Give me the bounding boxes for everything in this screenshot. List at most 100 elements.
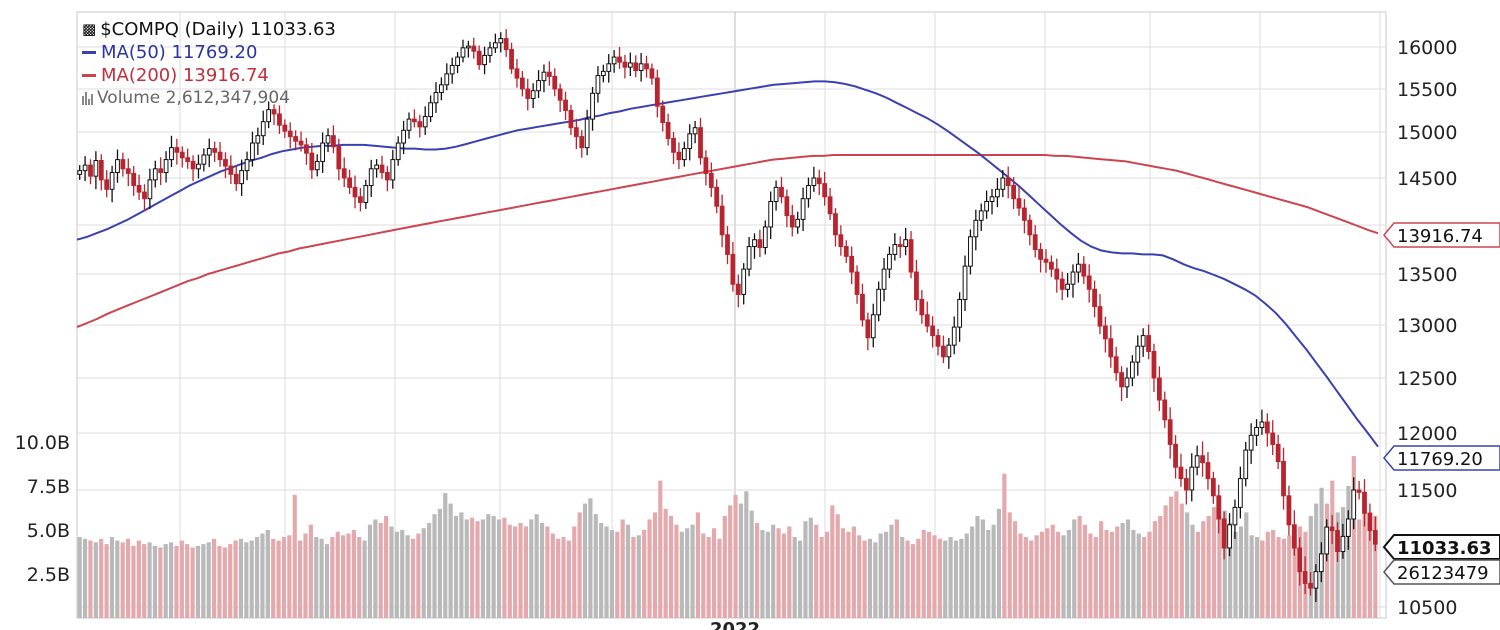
candle-body [1221,518,1227,549]
candle-body [503,38,509,51]
candle [325,128,331,153]
candlestick-icon: ▩ [82,20,97,38]
candle-body [1097,306,1103,327]
candle [233,166,239,191]
volume-bar [577,512,582,618]
candle [1000,169,1006,198]
candle-body [941,345,946,358]
candle [779,177,784,204]
candle [595,66,601,103]
candle [719,194,725,248]
volume-bar [787,526,792,618]
candle-body [390,159,396,181]
volume-bar [470,517,475,618]
candle-body [962,265,968,301]
candle [455,52,460,74]
candle-body [320,142,326,162]
candle [1102,316,1108,353]
volume-bar [1190,524,1195,618]
volume-bar [335,531,340,618]
candle-body [752,239,757,248]
volume-bar [1254,537,1260,618]
candle-body [1032,234,1038,251]
volume-bar [711,528,717,618]
volume-bar [728,505,733,618]
candle [622,54,628,79]
candle [1065,272,1070,298]
volume-bar [405,535,410,618]
ma200-swatch [82,74,96,77]
candle [1356,480,1362,500]
volume-bar [195,545,201,618]
candle-body [136,185,142,193]
volume-bar [1373,515,1378,618]
volume-bar [1168,496,1174,618]
candle [1011,176,1017,209]
candle-body [1227,524,1232,549]
candle [1086,264,1092,303]
volume-bar [991,524,996,618]
candle [552,68,558,97]
candle [169,135,174,168]
candle-body [536,80,541,92]
candle-body [779,186,784,198]
volume-bar [1249,535,1254,618]
volume-bar [459,512,464,618]
volume-bar [851,526,856,618]
volume-bar [507,524,512,618]
volume-bar [910,544,916,618]
candle-body [627,62,633,68]
candle-body [1000,177,1006,190]
volume-bar [238,538,244,618]
candle [1362,479,1367,527]
candle [358,187,363,212]
volume-bar [771,524,776,618]
candle-body [104,179,110,190]
volume-bar [894,519,899,618]
candle-body [1043,258,1049,263]
volume-bar [1217,496,1222,618]
volume-bar [674,524,679,618]
volume-bar [1125,519,1131,618]
volume-bar [1276,537,1281,618]
volume-bar [1351,456,1356,618]
candle-body [590,92,595,120]
volume-bar [690,524,695,618]
candle [1140,328,1146,357]
candle-body [185,157,191,162]
candle-body [681,148,687,161]
ma200-value-tag-text: 13916.74 [1397,226,1483,247]
volume-bar [125,538,131,618]
candle-body [169,147,174,161]
volume-bar [168,542,174,618]
volume-bar [362,540,367,618]
candle-body [903,239,909,248]
candle-body [417,121,423,128]
candle-body [88,164,93,177]
legend-ticker-label: $COMPQ (Daily) 11033.63 [100,19,336,40]
candle [617,47,622,69]
ma50-value-tag-box [1383,445,1500,471]
candle [968,229,973,275]
candle-body [412,118,417,123]
candle-body [811,177,817,187]
candle [341,157,347,188]
candle-body [622,61,628,68]
candle-body [1248,434,1254,451]
volume-bar [572,526,577,618]
candle [806,177,811,208]
candle-body [223,159,228,167]
candle-body [741,268,747,295]
volume-bar [647,519,652,618]
candle [703,150,709,186]
candle [957,292,963,342]
candle [115,149,120,183]
volume-bar [174,545,179,618]
volume-bar [840,528,846,618]
candle [1227,513,1232,557]
candle-body [492,42,498,49]
ma200-value-tag: 13916.74 [1383,222,1500,248]
volume-bar [873,542,878,618]
candle [989,188,995,215]
